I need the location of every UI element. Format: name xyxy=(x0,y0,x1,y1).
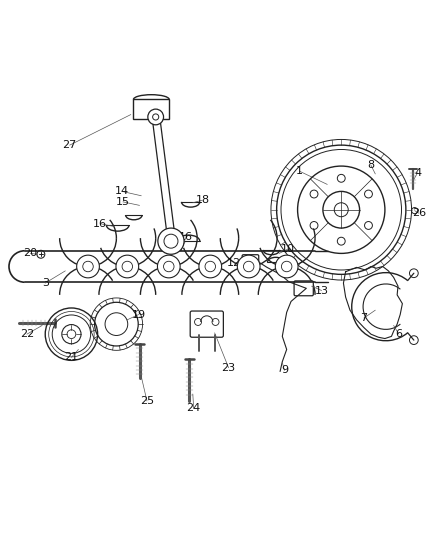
Text: 1: 1 xyxy=(296,166,303,176)
FancyBboxPatch shape xyxy=(134,100,169,119)
Circle shape xyxy=(158,228,184,254)
Text: 7: 7 xyxy=(360,313,367,323)
Text: 4: 4 xyxy=(414,168,421,177)
Text: 22: 22 xyxy=(20,329,34,339)
Text: 9: 9 xyxy=(281,366,288,375)
Text: 8: 8 xyxy=(367,160,374,170)
Text: 17: 17 xyxy=(172,243,186,253)
Circle shape xyxy=(77,255,99,278)
Circle shape xyxy=(199,255,222,278)
Text: 15: 15 xyxy=(116,197,130,207)
FancyBboxPatch shape xyxy=(190,311,223,337)
Circle shape xyxy=(148,109,163,125)
Text: 3: 3 xyxy=(42,278,49,288)
FancyBboxPatch shape xyxy=(242,255,259,268)
Text: 19: 19 xyxy=(131,310,146,319)
Text: 18: 18 xyxy=(195,195,209,205)
Text: 13: 13 xyxy=(314,286,328,295)
Text: 21: 21 xyxy=(64,352,78,362)
Text: 6: 6 xyxy=(396,329,403,339)
Text: 23: 23 xyxy=(222,363,236,373)
Text: 10: 10 xyxy=(281,244,295,254)
FancyBboxPatch shape xyxy=(294,281,313,296)
Text: 16: 16 xyxy=(179,232,193,242)
Circle shape xyxy=(116,255,139,278)
Text: 20: 20 xyxy=(23,248,37,259)
Text: 11: 11 xyxy=(284,257,298,267)
Text: 12: 12 xyxy=(227,258,241,268)
Circle shape xyxy=(276,255,298,278)
Text: 14: 14 xyxy=(115,187,129,196)
Text: 25: 25 xyxy=(140,396,154,406)
Text: 26: 26 xyxy=(412,208,426,218)
Circle shape xyxy=(237,255,260,278)
Text: 27: 27 xyxy=(63,140,77,150)
Circle shape xyxy=(157,255,180,278)
Text: 16: 16 xyxy=(93,219,107,229)
Text: 24: 24 xyxy=(187,403,201,414)
